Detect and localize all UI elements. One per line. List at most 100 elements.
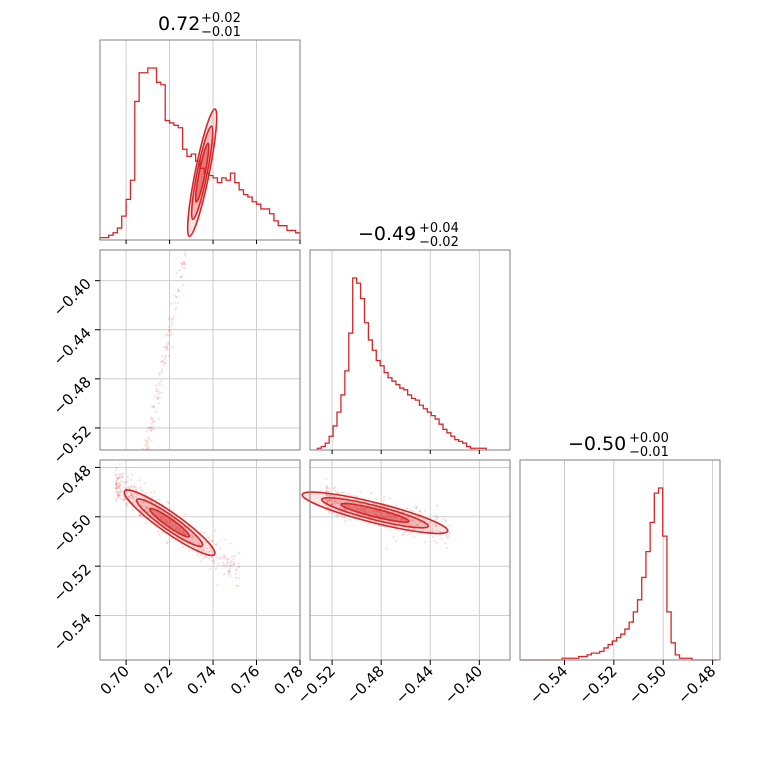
scatter-point	[362, 508, 365, 511]
scatter-point	[415, 505, 418, 508]
x-tick-label: −0.54	[526, 662, 571, 707]
title-param-0-minus: −0.01	[201, 25, 241, 40]
scatter-point	[179, 275, 182, 278]
contour-level-1	[190, 125, 214, 221]
scatter-point	[211, 539, 214, 542]
x-tick-label: −0.40	[441, 662, 486, 707]
scatter-point	[147, 445, 150, 448]
scatter-point	[336, 514, 338, 517]
scatter-point	[178, 528, 181, 531]
scatter-point	[167, 355, 170, 358]
scatter-point	[133, 485, 135, 488]
scatter-point	[238, 565, 240, 568]
scatter-point	[344, 520, 347, 523]
scatter-point	[150, 426, 153, 428]
scatter-point	[148, 438, 151, 441]
scatter-point	[144, 508, 146, 511]
scatter-point	[438, 530, 441, 533]
contour-level-2	[149, 507, 191, 538]
scatter-point	[343, 496, 346, 499]
scatter-point	[218, 557, 221, 560]
scatter-point	[176, 526, 178, 529]
scatter-point	[181, 263, 184, 266]
scatter-point	[333, 500, 336, 503]
scatter-point	[328, 498, 331, 501]
scatter-point	[409, 518, 412, 521]
scatter-point	[146, 426, 149, 429]
scatter-point	[197, 542, 200, 545]
scatter-point	[340, 511, 343, 513]
scatter-point	[191, 549, 194, 552]
scatter-point	[166, 519, 169, 522]
scatter-point	[167, 341, 170, 344]
scatter-point	[375, 497, 378, 500]
scatter-point	[339, 506, 342, 509]
scatter-point	[139, 486, 142, 489]
scatter-point	[164, 517, 167, 520]
scatter-point	[181, 266, 184, 269]
scatter-point	[180, 531, 183, 534]
scatter-point	[161, 515, 164, 518]
scatter-point	[158, 391, 161, 394]
scatter-point	[174, 522, 177, 525]
scatter-point	[376, 510, 378, 512]
y-tick-label: −0.52	[50, 422, 95, 467]
scatter-point	[177, 290, 180, 292]
scatter-point	[135, 493, 138, 496]
scatter-point	[134, 500, 136, 503]
scatter-point	[119, 490, 122, 493]
scatter-point	[229, 571, 232, 574]
scatter-point	[172, 524, 174, 527]
scatter-point	[165, 520, 168, 523]
scatter-point	[135, 504, 138, 507]
scatter-point	[150, 500, 153, 503]
scatter-point	[328, 498, 331, 501]
scatter-point	[348, 518, 351, 521]
y-tick-label: −0.50	[50, 511, 95, 556]
y-tick-label: −0.48	[50, 373, 95, 418]
scatter-point	[127, 495, 130, 498]
scatter-point	[147, 436, 150, 439]
scatter-point	[336, 514, 339, 517]
scatter-point	[139, 514, 142, 517]
scatter-point	[177, 301, 179, 304]
scatter-point	[229, 542, 232, 545]
scatter-point	[196, 554, 199, 557]
scatter-point	[225, 562, 228, 565]
scatter-point	[329, 490, 331, 493]
scatter-point	[153, 406, 155, 409]
scatter-point	[115, 482, 117, 485]
scatter-point	[229, 564, 232, 567]
scatter-point	[178, 528, 181, 530]
scatter-point	[445, 547, 448, 549]
scatter-point	[219, 555, 222, 558]
scatter-point	[363, 508, 366, 511]
scatter-point	[329, 494, 331, 497]
scatter-point	[130, 486, 133, 489]
scatter-point	[146, 427, 149, 430]
contour-level-0	[301, 491, 449, 535]
scatter-point	[130, 484, 133, 487]
scatter-point	[429, 530, 432, 533]
scatter-point	[325, 489, 328, 492]
scatter-point	[151, 495, 154, 498]
scatter-point	[327, 493, 330, 496]
scatter-point	[172, 509, 175, 512]
scatter-point	[413, 528, 416, 530]
x-tick-label: −0.48	[674, 662, 719, 707]
scatter-point	[344, 508, 347, 511]
scatter-point	[182, 531, 185, 534]
scatter-point	[416, 524, 418, 527]
scatter-point	[175, 527, 178, 530]
scatter-point	[166, 348, 169, 351]
scatter-point	[153, 428, 155, 431]
scatter-point	[364, 510, 367, 513]
scatter-point	[144, 492, 147, 495]
scatter-point	[145, 447, 148, 450]
scatter-point	[326, 499, 329, 502]
scatter-point	[435, 514, 438, 517]
scatter-point	[157, 392, 160, 395]
scatter-point	[208, 550, 211, 553]
x-tick-label: −0.52	[575, 662, 620, 707]
scatter-point	[198, 543, 201, 546]
